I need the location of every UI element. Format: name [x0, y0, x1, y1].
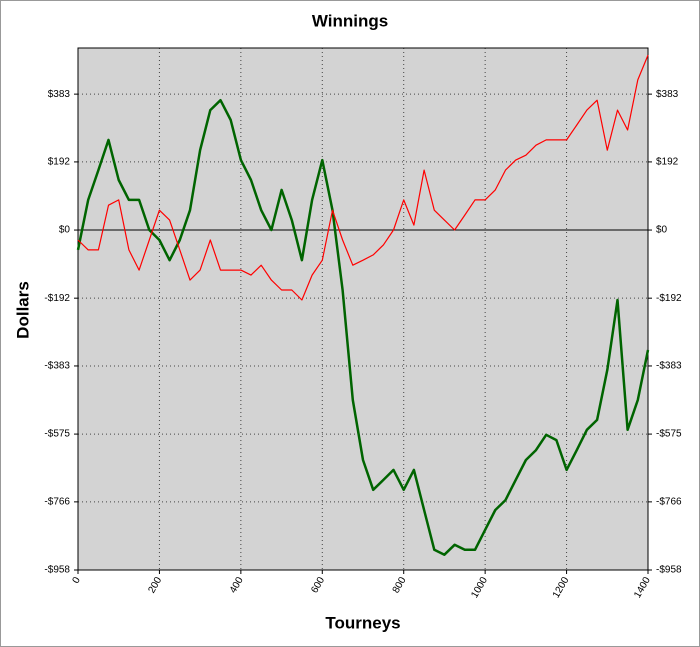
- x-axis-title: Tourneys: [325, 613, 400, 632]
- y-tick-label: -$575: [44, 429, 70, 440]
- y2-tick-label: $0: [656, 225, 668, 236]
- y2-tick-label: -$383: [656, 361, 682, 372]
- y-tick-label: -$766: [44, 497, 70, 508]
- y-tick-label: -$958: [44, 565, 70, 576]
- y2-tick-label: -$192: [656, 293, 682, 304]
- y-tick-label: -$192: [44, 293, 70, 304]
- x-tick-label: 0: [71, 575, 84, 586]
- series-line: [76, 98, 650, 556]
- y2-tick-label: $383: [656, 89, 679, 100]
- plot-border: [77, 47, 649, 571]
- series-line: [77, 54, 649, 301]
- y2-tick-label: -$575: [656, 429, 682, 440]
- y-axis-title: Dollars: [13, 281, 32, 339]
- y2-tick-label: -$766: [656, 497, 682, 508]
- y-tick-label: $192: [48, 157, 71, 168]
- y-tick-label: $383: [48, 89, 71, 100]
- y-tick-label: -$383: [44, 361, 70, 372]
- y2-tick-label: -$958: [656, 565, 682, 576]
- plot-area: [78, 48, 648, 570]
- y-tick-label: $0: [59, 225, 71, 236]
- y2-tick-label: $192: [656, 157, 679, 168]
- chart-title: Winnings: [312, 11, 388, 30]
